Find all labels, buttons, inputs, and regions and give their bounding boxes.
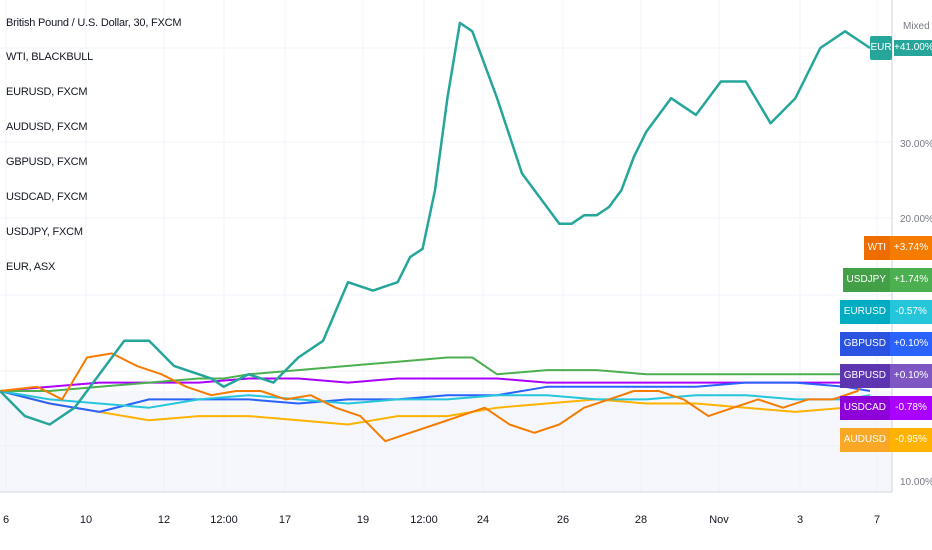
x-tick-label: 26 (556, 514, 570, 526)
badge-value: +0.10% (890, 332, 932, 356)
legend-item[interactable]: GBPUSD, FXCM (6, 156, 88, 168)
y-tick-label-10: 10.00% (900, 477, 932, 488)
x-tick-label: 19 (356, 514, 370, 526)
y-tick-label-30: 30.00% (900, 139, 932, 150)
x-tick-label: 28 (634, 514, 648, 526)
badge-value: -0.57% (890, 300, 932, 324)
series-line-audusd[interactable] (0, 390, 871, 426)
series-value-badge: WTI +3.74% (863, 236, 932, 260)
series-line-wti[interactable] (0, 352, 871, 443)
badge-value: +3.74% (890, 236, 932, 260)
badge-symbol: WTI (863, 236, 890, 260)
series-value-badge: GBPUSD +0.10% (839, 332, 932, 356)
eur-value-marker: +41.00% (894, 40, 932, 56)
legend-item[interactable]: WTI, BLACKBULL (6, 51, 94, 63)
badge-symbol: USDJPY (842, 268, 890, 292)
series-value-badge: USDJPY +1.74% (842, 268, 932, 292)
x-tick-label: 12:00 (210, 514, 238, 526)
legend-item[interactable]: EUR, ASX (6, 261, 56, 273)
legend-item[interactable]: USDCAD, FXCM (6, 191, 88, 203)
badge-value: -0.78% (890, 396, 932, 420)
legend-item[interactable]: USDJPY, FXCM (6, 226, 83, 238)
series-value-badge: AUDUSD -0.95% (839, 428, 932, 452)
badge-value: +0.10% (890, 364, 932, 388)
series-line-usdjpy[interactable] (0, 356, 870, 392)
series-legend: British Pound / U.S. Dollar, 30, FXCM WTI… (6, 14, 182, 293)
badge-symbol: USDCAD (839, 396, 890, 420)
badge-value: +1.74% (890, 268, 932, 292)
series-value-badge: GBPUSD +0.10% (839, 364, 932, 388)
eur-price-marker: EUR (870, 36, 892, 60)
legend-item[interactable]: AUDUSD, FXCM (6, 121, 88, 133)
series-line-eurusd[interactable] (0, 390, 871, 409)
series-value-badge: USDCAD -0.78% (839, 396, 932, 420)
badge-symbol: GBPUSD (839, 332, 890, 356)
x-tick-label: 7 (873, 514, 881, 526)
x-tick-label: 6 (2, 514, 10, 526)
legend-item[interactable]: EURUSD, FXCM (6, 86, 88, 98)
x-tick-label: 10 (79, 514, 93, 526)
x-tick-label: 17 (278, 514, 292, 526)
x-tick-label: 24 (476, 514, 490, 526)
series-line-gbpusd[interactable] (0, 381, 871, 413)
x-tick-label: 12:00 (410, 514, 438, 526)
x-tick-label: Nov (709, 514, 729, 526)
series-value-badge: EURUSD -0.57% (839, 300, 932, 324)
series-line-eur[interactable] (0, 21, 871, 426)
badge-symbol: AUDUSD (839, 428, 890, 452)
chart-series (0, 21, 871, 443)
badge-value: -0.95% (890, 428, 932, 452)
badge-symbol: GBPUSD (839, 364, 890, 388)
scale-mode-label[interactable]: Mixed (903, 21, 930, 32)
x-tick-label: 12 (157, 514, 171, 526)
badge-symbol: EURUSD (839, 300, 890, 324)
x-tick-label: 3 (796, 514, 804, 526)
y-tick-label-20: 20.00% (900, 214, 932, 225)
legend-item[interactable]: British Pound / U.S. Dollar, 30, FXCM (6, 17, 182, 29)
